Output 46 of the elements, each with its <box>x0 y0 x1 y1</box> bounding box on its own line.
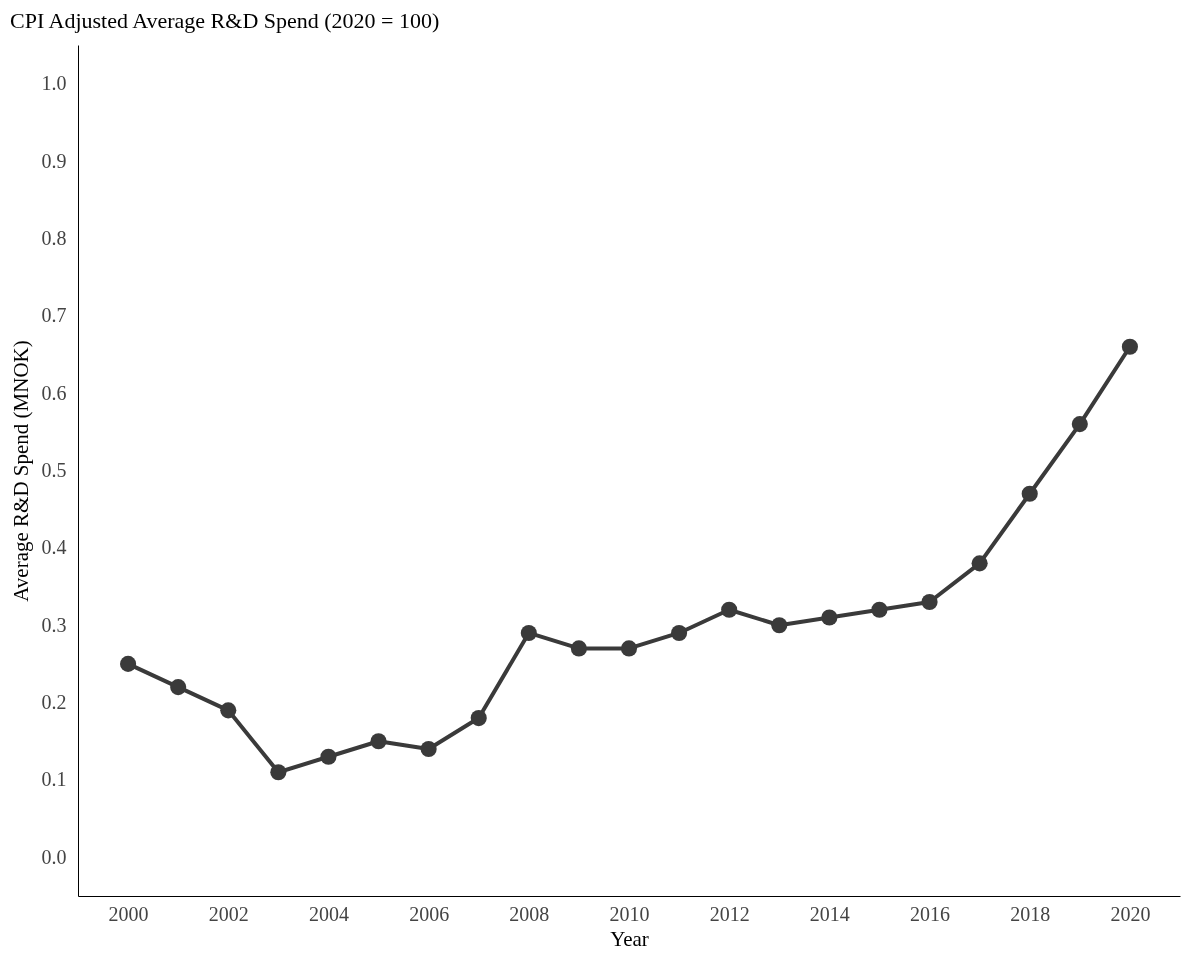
point <box>320 748 337 765</box>
point <box>570 640 587 657</box>
point <box>871 601 888 618</box>
x-tick-label: 2016 <box>910 902 951 925</box>
y-tick-label: 0.0 <box>41 845 67 868</box>
point <box>620 640 638 657</box>
y-tick-label: 0.5 <box>41 459 67 481</box>
point <box>1021 485 1038 502</box>
point <box>1071 416 1088 433</box>
point <box>270 764 287 781</box>
point <box>470 710 487 727</box>
point <box>671 624 688 642</box>
y-tick-label: 1.0 <box>41 72 67 95</box>
x-tick-label: 2004 <box>308 902 349 925</box>
point <box>971 555 988 572</box>
y-tick-label: 0.4 <box>41 536 67 559</box>
point <box>520 624 537 642</box>
point <box>120 655 137 672</box>
x-axis-title: Year <box>610 926 649 951</box>
y-tick-label: 0.7 <box>41 304 67 327</box>
y-tick-label: 0.6 <box>41 381 67 404</box>
x-tick-label: 2000 <box>108 902 149 925</box>
point <box>721 601 738 618</box>
point <box>921 593 938 611</box>
point <box>420 740 437 758</box>
x-tick-label: 2002 <box>208 902 249 925</box>
point <box>1121 338 1138 355</box>
y-axis-title: Average R&D Spend (MNOK) <box>8 340 33 602</box>
chart-title: CPI Adjusted Average R&D Spend (2020 = 100) <box>10 8 440 33</box>
x-tick-label: 2018 <box>1010 902 1051 925</box>
point <box>771 617 788 634</box>
y-tick-label: 0.1 <box>41 768 67 791</box>
y-tick-label: 0.2 <box>41 691 67 714</box>
x-tick-label: 2012 <box>709 902 750 925</box>
y-tick-label: 0.8 <box>41 226 67 249</box>
point <box>220 702 237 719</box>
x-tick-label: 2020 <box>1110 902 1151 925</box>
x-tick-label: 2014 <box>809 902 850 925</box>
x-tick-label: 2010 <box>609 902 650 925</box>
y-tick-label: 0.3 <box>41 613 67 636</box>
y-tick-label: 0.9 <box>41 149 67 172</box>
point <box>170 679 187 696</box>
point <box>370 733 387 750</box>
x-tick-label: 2006 <box>409 902 450 925</box>
x-tick-label: 2008 <box>509 902 550 925</box>
point <box>821 609 838 626</box>
